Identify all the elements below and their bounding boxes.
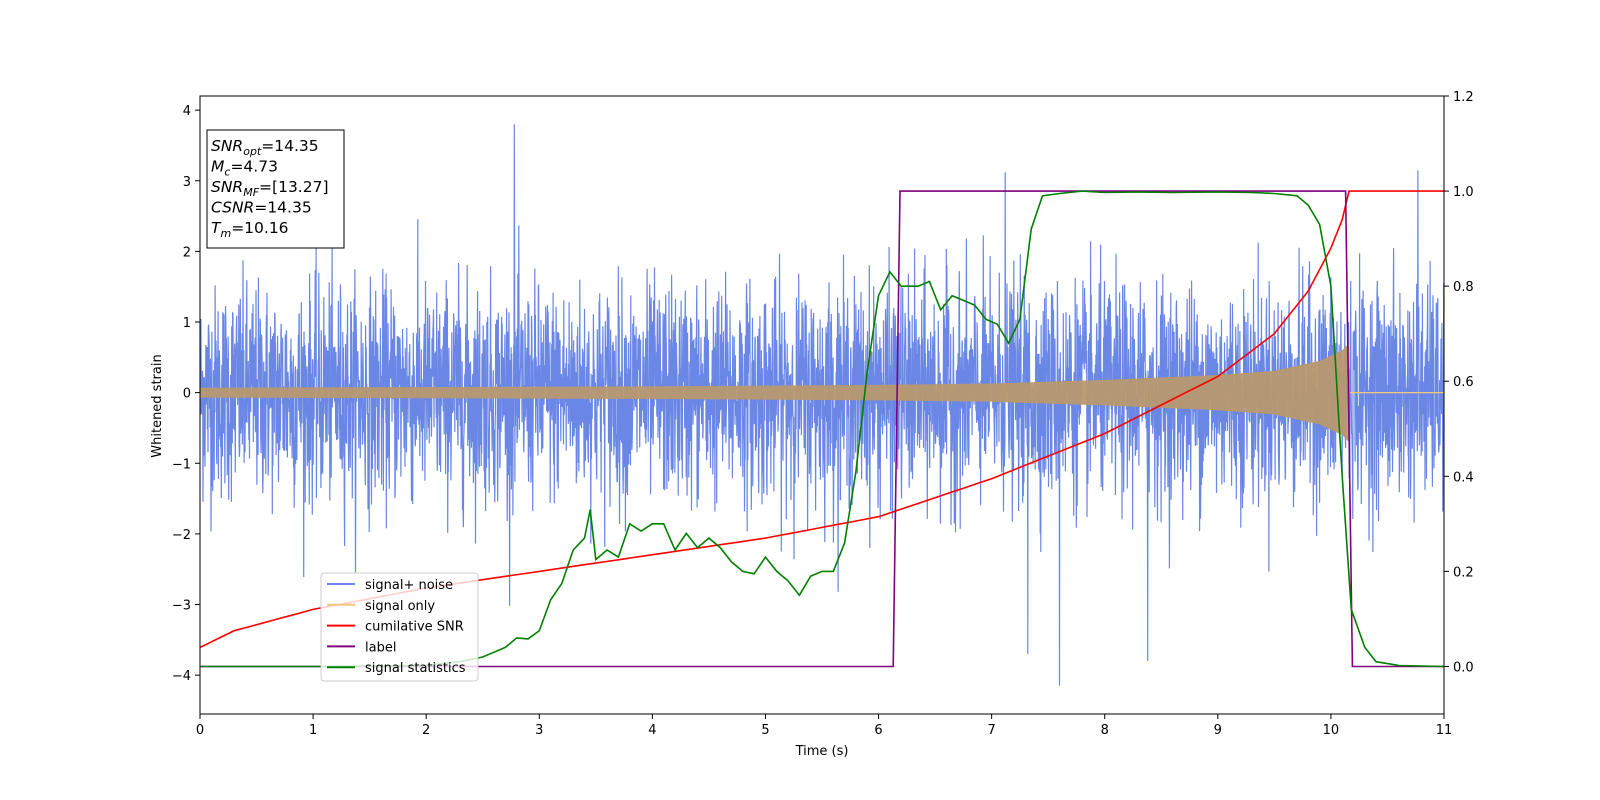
y-left-tick-label: −4	[172, 669, 191, 684]
x-tick-label: 7	[987, 723, 995, 738]
legend-label: signal statistics	[365, 661, 466, 676]
legend: signal+ noise signal only cumilative SNR la…	[320, 572, 479, 682]
legend-label: label	[365, 640, 396, 655]
y-right-tick-label: 0.2	[1453, 565, 1474, 580]
x-tick-label: 1	[309, 723, 317, 738]
info-subscript: opt	[243, 145, 262, 158]
series-label	[200, 190, 1444, 668]
y-right-tick-label: 0.0	[1453, 660, 1474, 675]
legend-frame	[320, 572, 479, 682]
x-tick-label: 3	[535, 723, 543, 738]
y-right-tick-label: 0.4	[1453, 470, 1474, 485]
y-right-tick-label: 0.8	[1453, 280, 1474, 295]
y-right-tick-label: 0.6	[1453, 375, 1474, 390]
plot-frame	[199, 95, 1445, 715]
x-tick-label: 0	[196, 723, 204, 738]
info-annotation-box: SNRopt=14.35Mc=4.73SNRMF=[13.27]CSNR=14.…	[206, 129, 345, 249]
info-symbol: M	[211, 158, 224, 176]
series-signal-statistics	[200, 190, 1444, 668]
x-tick-label: 8	[1101, 723, 1109, 738]
y-right-tick-label: 1.0	[1453, 185, 1474, 200]
x-tick-label: 2	[422, 723, 430, 738]
legend-label: signal only	[365, 599, 435, 614]
y-left-tick-label: −3	[172, 599, 191, 614]
x-tick-label: 11	[1436, 723, 1453, 738]
y-axis-label: Whitened strain	[150, 354, 165, 457]
info-value: =10.16	[231, 219, 288, 237]
x-tick-label: 6	[874, 723, 882, 738]
y-left-tick-label: 2	[183, 245, 191, 260]
info-subscript: MF	[243, 186, 259, 199]
y-left-tick-label: 1	[183, 316, 191, 331]
info-symbol: T	[211, 219, 222, 237]
info-line: Tm=10.16	[211, 219, 289, 240]
info-symbol: SNR	[211, 178, 243, 196]
y-left-tick-label: −2	[172, 528, 191, 543]
y-axis-right: 0.0 0.2 0.4 0.6 0.8 1.0 1.2	[1444, 90, 1474, 675]
y-left-tick-label: −1	[172, 457, 191, 472]
x-tick-label: 5	[761, 723, 769, 738]
y-left-tick-label: 0	[183, 387, 191, 402]
info-line: SNRopt=14.35	[211, 137, 319, 158]
info-line: CSNR=14.35	[211, 199, 312, 217]
info-subscript: c	[224, 166, 230, 179]
info-value: =14.35	[254, 199, 311, 217]
info-value: =4.73	[230, 158, 278, 176]
info-line: SNRMF=[13.27]	[211, 178, 329, 199]
series-signal-only	[200, 343, 1444, 443]
info-line: Mc=4.73	[211, 158, 278, 179]
info-subscript: m	[220, 227, 231, 240]
y-right-tick-label: 1.2	[1453, 90, 1474, 105]
legend-label: signal+ noise	[365, 578, 453, 593]
info-value: =[13.27]	[259, 178, 328, 196]
y-left-tick-label: 3	[183, 175, 191, 190]
x-tick-label: 4	[648, 723, 656, 738]
info-symbol: SNR	[211, 137, 243, 155]
info-value: =14.35	[261, 137, 318, 155]
x-tick-label: 9	[1214, 723, 1222, 738]
info-box-frame	[206, 129, 345, 249]
x-tick-label: 10	[1323, 723, 1340, 738]
y-left-tick-label: 4	[183, 104, 191, 119]
legend-label: cumilative SNR	[365, 620, 464, 635]
info-symbol: CSNR	[211, 199, 254, 217]
x-axis-label: Time (s)	[795, 744, 849, 759]
x-axis: 0 1 2 3 4 5 6 7 8 9 10 11	[196, 714, 1452, 738]
y-axis-left: −4 −3 −2 −1 0 1 2 3 4	[172, 104, 200, 684]
